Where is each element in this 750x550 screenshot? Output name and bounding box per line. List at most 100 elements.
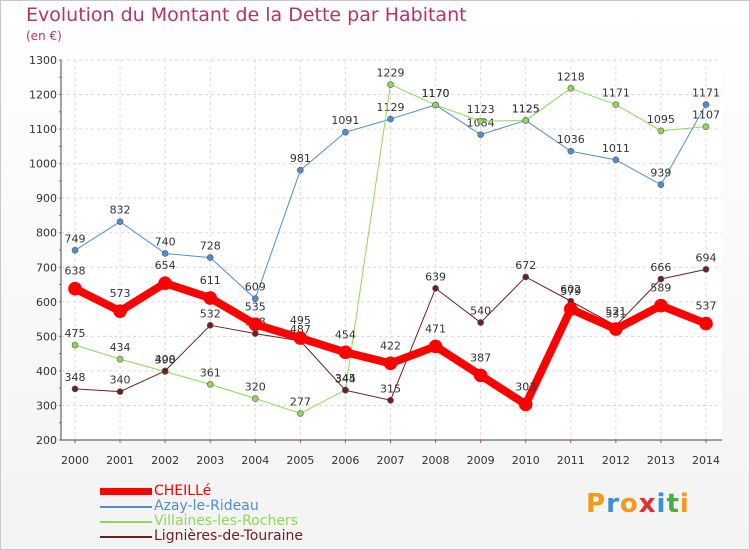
x-tick-label: 2011 xyxy=(557,454,585,467)
y-tick-label: 800 xyxy=(36,227,57,240)
data-point xyxy=(477,319,484,326)
data-label: 1123 xyxy=(467,103,495,116)
data-label: 654 xyxy=(155,259,176,272)
data-point xyxy=(71,247,79,254)
x-tick-label: 2002 xyxy=(151,454,179,467)
data-point xyxy=(477,117,484,125)
legend-label: Lignières-de-Touraine xyxy=(154,528,303,544)
data-label: 1036 xyxy=(557,133,585,146)
data-point xyxy=(203,291,218,305)
data-label: 1171 xyxy=(692,87,720,100)
data-point xyxy=(522,273,530,281)
legend-label: Villaines-les-Rochers xyxy=(154,513,298,529)
data-label: 537 xyxy=(696,300,717,313)
data-label: 740 xyxy=(155,235,176,248)
data-label: 475 xyxy=(65,327,86,340)
x-tick-label: 2009 xyxy=(467,454,495,467)
y-tick-label: 300 xyxy=(36,399,57,412)
y-tick-label: 700 xyxy=(36,261,57,274)
logo-letter: r xyxy=(606,489,620,519)
x-tick-label: 2005 xyxy=(286,454,314,467)
x-tick-label: 2006 xyxy=(331,454,359,467)
data-point xyxy=(522,117,530,124)
data-label: 434 xyxy=(110,341,131,354)
data-point xyxy=(609,322,623,336)
y-tick-label: 500 xyxy=(36,330,57,343)
data-label: 611 xyxy=(200,274,221,287)
data-label: 672 xyxy=(515,259,536,272)
data-point xyxy=(161,367,169,375)
data-point xyxy=(206,381,214,388)
data-label: 398 xyxy=(155,354,176,367)
y-tick-label: 900 xyxy=(36,192,57,205)
data-label: 1171 xyxy=(602,87,630,100)
unit-label: (en €) xyxy=(26,29,62,43)
data-point xyxy=(518,397,533,412)
y-tick-label: 1000 xyxy=(29,158,57,171)
data-point xyxy=(702,123,710,130)
data-point xyxy=(428,339,443,354)
data-point xyxy=(654,298,668,313)
data-label: 666 xyxy=(650,261,671,274)
data-label: 1091 xyxy=(331,114,359,127)
data-label: 1229 xyxy=(377,67,405,80)
data-point xyxy=(383,356,398,371)
proxiti-logo: Proxiti xyxy=(586,489,690,519)
data-point xyxy=(251,330,259,337)
data-point xyxy=(71,341,79,349)
data-point xyxy=(206,322,214,329)
data-point xyxy=(612,101,620,108)
data-label: 361 xyxy=(200,366,221,379)
chart-title: Evolution du Montant de la Dette par Hab… xyxy=(26,4,467,26)
data-point xyxy=(251,395,259,402)
data-label: 1107 xyxy=(692,109,720,122)
x-tick-label: 2012 xyxy=(602,454,630,467)
data-label: 749 xyxy=(65,232,86,245)
data-label: 315 xyxy=(380,382,401,395)
y-tick-label: 1200 xyxy=(29,89,57,102)
x-tick-label: 2010 xyxy=(512,454,540,467)
data-point xyxy=(206,254,214,261)
data-point xyxy=(432,285,439,292)
data-label: 303 xyxy=(515,380,536,393)
legend-swatch xyxy=(100,506,152,508)
data-point xyxy=(387,396,394,404)
data-point xyxy=(699,316,713,331)
data-point xyxy=(563,302,578,316)
data-point xyxy=(387,115,394,123)
legend-swatch xyxy=(100,521,152,523)
data-point xyxy=(158,276,172,290)
data-point xyxy=(68,281,82,296)
x-tick-label: 2000 xyxy=(61,454,89,467)
x-tick-label: 2014 xyxy=(692,454,720,467)
data-point xyxy=(612,156,620,164)
data-point xyxy=(293,331,308,345)
y-tick-label: 200 xyxy=(36,434,57,447)
data-label: 1218 xyxy=(557,70,585,83)
x-tick-label: 2007 xyxy=(377,454,405,467)
data-label: 471 xyxy=(425,322,446,335)
data-label: 345 xyxy=(335,372,356,385)
data-label: 638 xyxy=(65,265,86,278)
data-point xyxy=(251,295,259,303)
data-label: 495 xyxy=(290,314,311,327)
data-label: 422 xyxy=(380,339,401,352)
data-label: 532 xyxy=(200,307,221,320)
data-point xyxy=(116,355,124,363)
data-point xyxy=(113,304,127,318)
x-tick-label: 2001 xyxy=(106,454,134,467)
data-label: 1170 xyxy=(422,87,450,100)
y-tick-label: 1100 xyxy=(29,123,57,136)
data-point xyxy=(567,147,575,155)
data-label: 1125 xyxy=(512,102,540,115)
data-label: 579 xyxy=(560,285,581,298)
data-label: 573 xyxy=(110,287,131,300)
data-label: 340 xyxy=(110,374,131,387)
data-label: 344 xyxy=(335,372,356,385)
data-label: 832 xyxy=(110,204,131,217)
data-label: 602 xyxy=(560,283,581,296)
data-point xyxy=(338,345,353,360)
y-tick-label: 600 xyxy=(36,296,57,309)
data-label: 1129 xyxy=(377,101,405,114)
legend-swatch xyxy=(100,488,152,495)
